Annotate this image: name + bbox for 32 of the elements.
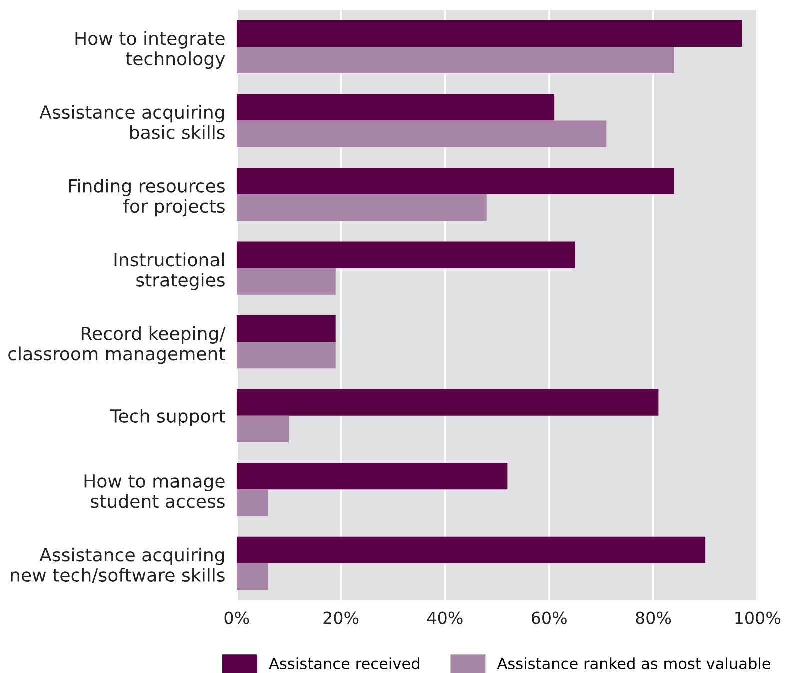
y-tick-label: Tech support [110,409,226,426]
legend-label: Assistance ranked as most valuable [497,658,771,670]
x-tick-label: 80% [636,612,672,624]
bar [236,20,742,47]
bar [236,242,576,268]
bar [236,194,487,222]
x-tick-label: 40% [427,612,463,624]
y-tick-label: Finding resources for projects [69,178,225,217]
bar [236,120,607,148]
y-tick-label: How to manage student access [84,474,225,508]
bar [236,463,508,490]
legend-label: Assistance received [269,658,420,670]
y-tick-label: Instructional strategies [114,252,225,290]
bar [236,268,336,295]
x-tick-label: 100% [736,612,781,624]
bar [236,389,659,416]
bar [236,316,336,342]
bar [236,168,674,195]
bar [236,536,706,564]
y-tick-label: How to integrate technology [76,31,226,70]
bar [236,490,268,516]
bar [236,416,289,442]
x-tick-label: 20% [324,612,359,624]
y-tick-label: Assistance acquiring basic skills [40,105,225,140]
x-tick-label: 0% [224,612,250,624]
bar [236,342,336,369]
bar [236,563,268,590]
bar [236,46,674,74]
y-tick-label: Record keeping/ classroom management [8,326,226,364]
y-tick-label: Assistance acquiring new tech/software skills [11,548,225,584]
x-tick-label: 60% [532,612,567,624]
bar [236,94,555,121]
